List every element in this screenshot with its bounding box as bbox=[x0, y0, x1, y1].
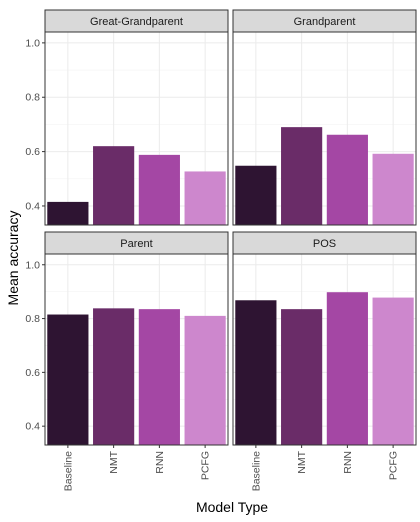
bar-grandparent-baseline bbox=[235, 165, 277, 225]
y-tick-label: 0.6 bbox=[25, 367, 40, 379]
y-tick-label: 0.6 bbox=[25, 146, 40, 158]
panel-border bbox=[232, 31, 417, 226]
panel-pos: POS Baseline NMT RNN PCFG bbox=[232, 231, 417, 491]
panel-parent: Parent 0.4 0.6 0.8 1.0 Baseline NMT RNN PCFG bbox=[25, 231, 229, 491]
bar-great-grandparent-baseline bbox=[47, 201, 89, 225]
bar-parent-pcfg bbox=[184, 315, 226, 445]
bar-pos-nmt bbox=[281, 309, 323, 445]
x-tick-label: PCFG bbox=[388, 451, 400, 480]
y-axis-title: Mean accuracy bbox=[5, 211, 21, 306]
panel-great-grandparent: Great-Grandparent 0.4 0.6 0.8 1.0 bbox=[25, 9, 229, 226]
facet-title: Parent bbox=[120, 238, 152, 250]
bar-grandparent-nmt bbox=[281, 127, 323, 225]
panel-border bbox=[44, 31, 229, 226]
bar-pos-rnn bbox=[326, 292, 368, 445]
facet-title: POS bbox=[313, 238, 336, 250]
x-tick-label: PCFG bbox=[200, 451, 212, 480]
x-tick-label: Baseline bbox=[250, 451, 262, 491]
x-tick-label: RNN bbox=[154, 451, 166, 474]
y-tick-label: 0.4 bbox=[25, 200, 40, 212]
y-tick-label: 0.8 bbox=[25, 92, 40, 104]
x-tick-label: Baseline bbox=[62, 451, 74, 491]
bar-pos-pcfg bbox=[372, 297, 414, 445]
y-tick-label: 1.0 bbox=[25, 37, 40, 49]
x-tick-label: RNN bbox=[342, 451, 354, 474]
bar-grandparent-rnn bbox=[326, 134, 368, 225]
facet-panels: Great-Grandparent 0.4 0.6 0.8 1.0 Grandparent… bbox=[25, 9, 417, 491]
bar-grandparent-pcfg bbox=[372, 153, 414, 225]
bar-great-grandparent-rnn bbox=[138, 154, 180, 225]
panel-border bbox=[232, 253, 417, 446]
panel-border bbox=[44, 253, 229, 446]
y-tick-label: 0.8 bbox=[25, 313, 40, 325]
x-tick-label: NMT bbox=[108, 450, 120, 473]
bar-pos-baseline bbox=[235, 300, 277, 445]
panel-grandparent: Grandparent bbox=[232, 9, 417, 226]
facet-title: Grandparent bbox=[294, 16, 356, 28]
x-tick-label: NMT bbox=[296, 450, 308, 473]
bar-great-grandparent-pcfg bbox=[184, 171, 226, 225]
facet-title: Great-Grandparent bbox=[90, 16, 183, 28]
y-tick-label: 0.4 bbox=[25, 421, 40, 433]
x-axis-title: Model Type bbox=[196, 499, 268, 515]
bar-parent-rnn bbox=[138, 309, 180, 445]
bar-parent-baseline bbox=[47, 314, 89, 445]
bar-parent-nmt bbox=[93, 308, 135, 445]
y-tick-label: 1.0 bbox=[25, 259, 40, 271]
bar-great-grandparent-nmt bbox=[93, 146, 135, 225]
